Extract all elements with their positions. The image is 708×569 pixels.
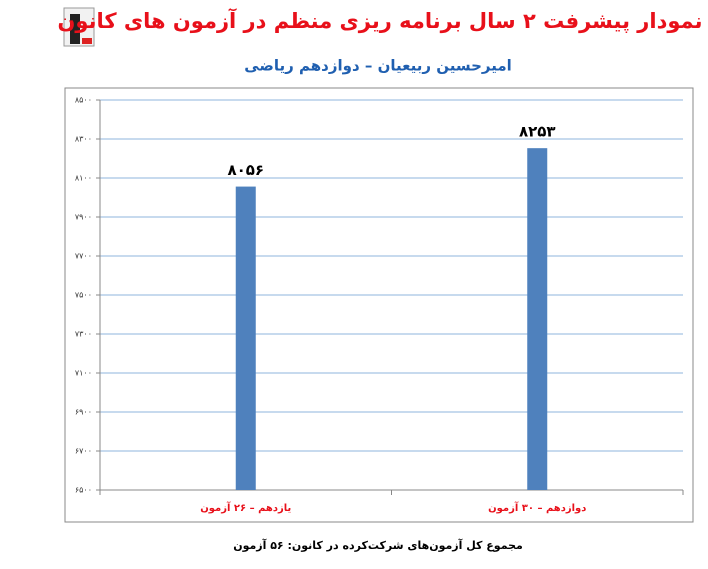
logo-figure bbox=[70, 14, 80, 44]
chart-footer: مجموع کل آزمون‌های شرکت‌کرده در کانون: ۵… bbox=[233, 538, 523, 552]
logo-mark bbox=[82, 38, 92, 44]
chart-frame bbox=[64, 87, 694, 523]
bar bbox=[527, 148, 548, 491]
y-tick-label: ۶۹۰۰ bbox=[75, 408, 92, 417]
y-tick-label: ۷۱۰۰ bbox=[75, 369, 92, 378]
chart-title: نمودار پیشرفت ۲ سال برنامه ریزی منظم در … bbox=[57, 8, 702, 33]
chart-subtitle: امیرحسین ربیعیان – دوازدهم ریاضی bbox=[244, 57, 512, 75]
logo bbox=[63, 7, 95, 47]
y-tick-label: ۸۱۰۰ bbox=[75, 174, 92, 183]
bar bbox=[235, 186, 256, 490]
y-tick-label: ۷۷۰۰ bbox=[75, 252, 92, 261]
y-tick-label: ۸۵۰۰ bbox=[75, 96, 92, 105]
x-tick-label: یازدهم – ۲۶ آزمون bbox=[200, 501, 291, 514]
value-label: ۸۲۵۳ bbox=[519, 123, 556, 141]
y-tick-label: ۷۵۰۰ bbox=[75, 291, 92, 300]
y-tick-label: ۸۳۰۰ bbox=[75, 135, 92, 144]
y-tick-label: ۶۵۰۰ bbox=[75, 486, 92, 495]
y-tick-label: ۷۳۰۰ bbox=[75, 330, 92, 339]
y-tick-label: ۷۹۰۰ bbox=[75, 213, 92, 222]
y-tick-label: ۶۷۰۰ bbox=[75, 447, 92, 456]
value-label: ۸۰۵۶ bbox=[227, 161, 264, 179]
x-tick-label: دوازدهم – ۳۰ آزمون bbox=[488, 501, 586, 514]
